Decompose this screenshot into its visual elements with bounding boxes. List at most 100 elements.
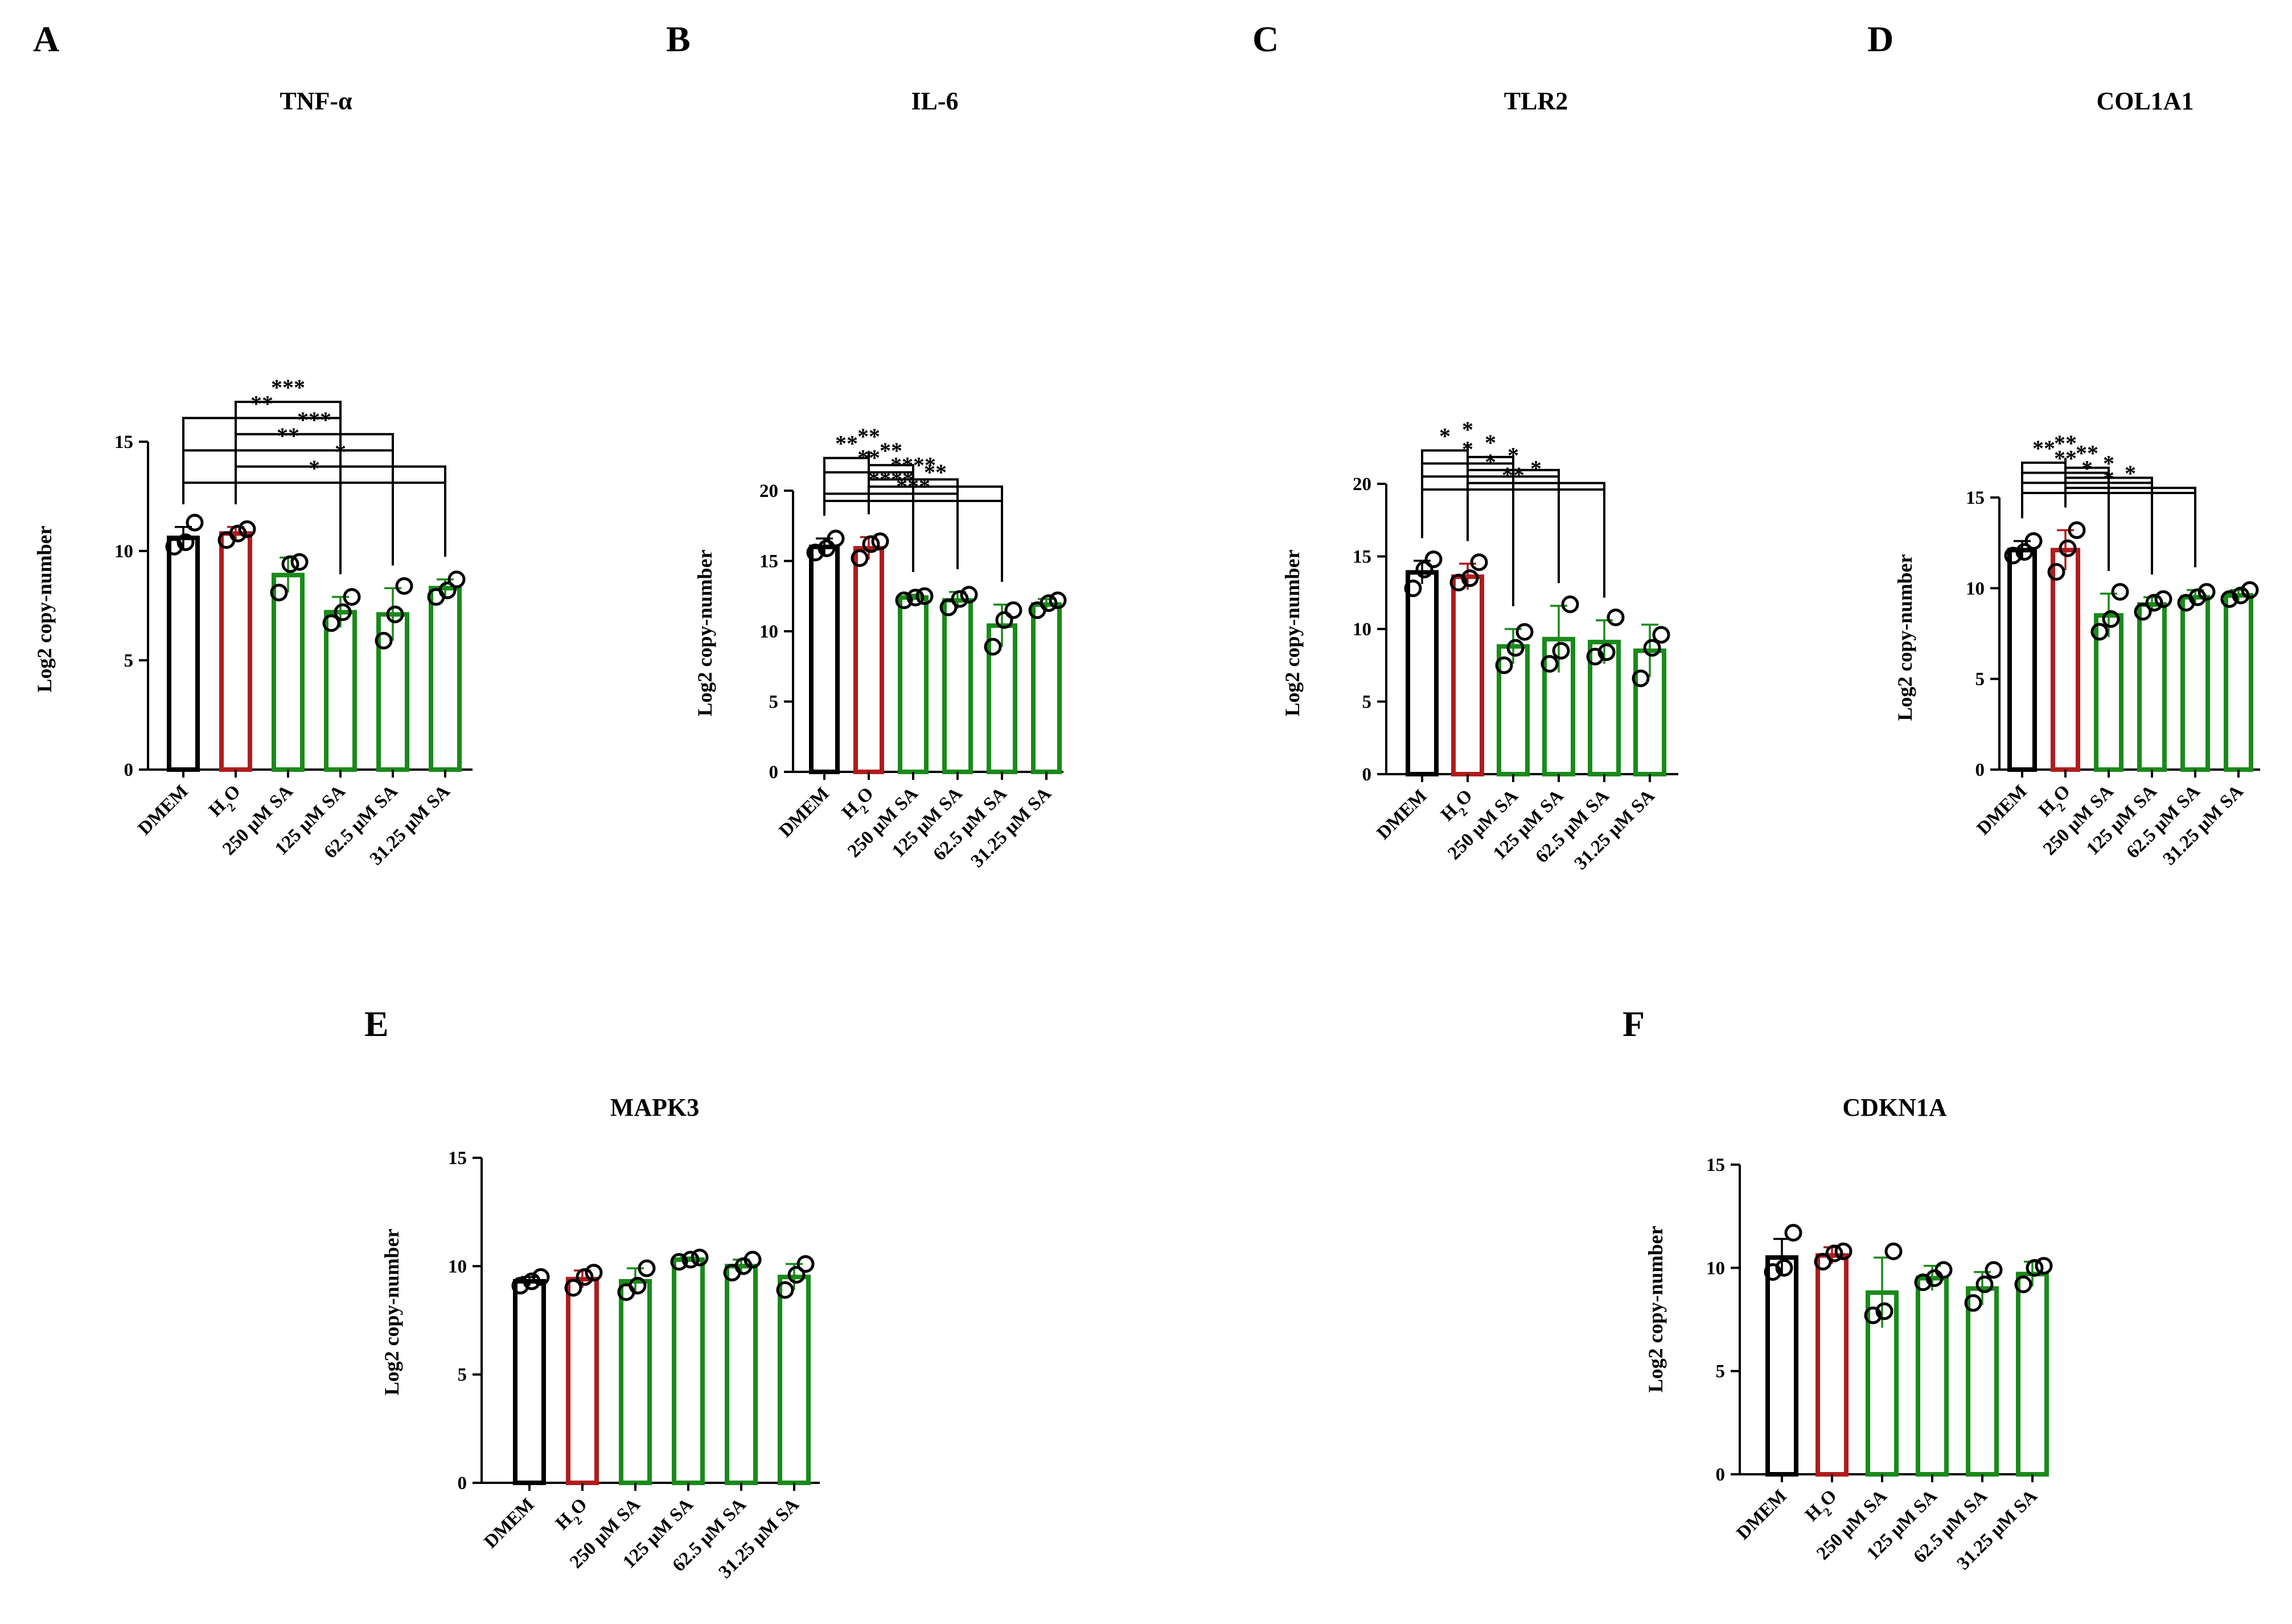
data-point [1775,1259,1793,1277]
x-tick-label: DMEM [1973,781,2031,839]
significance-bracket [2021,482,2153,575]
data-point [2111,583,2129,601]
data-point [1607,609,1625,627]
significance-label: ** [2054,446,2077,471]
data-point [915,587,934,605]
data-point [2004,546,2022,565]
bar-5 [725,1264,758,1485]
data-point [1586,647,1604,665]
data-point [796,1255,815,1273]
significance-bracket [2021,492,2196,568]
significance-label: *** [271,375,305,400]
chart-title: TNF-α [280,87,352,115]
bar-1 [513,1278,546,1485]
x-tick-label: H2O [552,1494,595,1537]
data-point [1784,1224,1802,1242]
data-point [585,1264,603,1282]
significance-label: ** [835,431,858,457]
significance-label: ** [857,445,880,471]
bar-6 [1031,602,1062,774]
data-point [2145,594,2163,612]
y-tick-label: 15 [1353,547,1371,568]
data-point [386,605,404,623]
data-point [862,535,880,553]
data-point [906,589,925,607]
bar-2 [219,531,252,772]
data-point [2068,521,2086,539]
significance-label: * [1485,449,1496,475]
x-tick-label: H2O [205,781,248,824]
bar-4 [672,1257,705,1485]
data-point [776,1281,794,1299]
y-tick-label: 10 [1706,1258,1725,1278]
significance-label: ** [924,459,947,485]
significance-label: * [2081,455,2093,481]
x-tick-label: DMEM [775,783,833,841]
data-point [1597,643,1616,661]
data-point [744,1251,762,1269]
x-tick-label: 31.25 µM SA [1571,786,1659,874]
bar-1 [1765,1255,1798,1477]
panel-letter: C [1252,19,1279,59]
data-point [2232,586,2250,605]
data-point [2102,610,2120,628]
data-point [806,544,824,562]
data-point [1864,1306,1882,1325]
data-point [1875,1302,1893,1320]
data-point [1004,601,1022,619]
data-point [691,1248,709,1267]
data-point [1814,1252,1832,1271]
significance-bracket [235,433,394,566]
bar-3 [272,573,305,772]
data-point [1652,626,1670,644]
data-point [1415,560,1433,578]
significance-bracket [823,492,959,569]
data-point [1934,1261,1953,1279]
bar-2 [1815,1253,1849,1477]
panel-letter: D [1867,19,1893,59]
y-axis-label: Log2 copy-number [380,1228,403,1395]
significance-bracket [182,482,446,557]
y-tick-label: 15 [1966,488,1985,508]
data-point [1040,594,1058,612]
data-point [1964,1294,1982,1312]
data-point [1424,550,1443,569]
bar-3 [898,595,929,774]
data-point [895,591,913,610]
significance-bracket [182,449,394,566]
y-tick-label: 5 [1716,1362,1726,1382]
data-point [827,529,845,548]
data-point [1914,1273,1932,1292]
data-point [951,590,969,608]
significance-label: * [1485,430,1496,455]
bar-1 [2007,548,2037,772]
data-point [818,539,836,557]
data-point [2059,539,2077,557]
x-tick-label: DMEM [480,1494,539,1552]
data-point [1541,655,1559,673]
y-tick-label: 0 [1362,764,1372,785]
significance-label: ** [857,424,880,449]
panel-letter: A [33,19,59,59]
significance-label: * [1462,417,1473,442]
y-tick-label: 0 [458,1473,467,1494]
data-point [1461,569,1479,587]
bar-1 [1406,570,1439,776]
data-point [2188,588,2207,606]
data-point [186,513,204,532]
bar-6 [2224,593,2253,772]
data-point [2024,532,2043,550]
data-point [2035,1257,2053,1275]
data-point [523,1272,541,1290]
significance-bracket [823,500,1003,582]
data-point [564,1278,582,1297]
data-point [670,1253,688,1271]
data-point [438,581,457,599]
data-point [2014,1275,2032,1293]
data-point [1495,656,1513,675]
data-point [1561,595,1579,614]
y-tick-label: 10 [759,622,778,642]
y-tick-label: 15 [759,552,778,572]
x-tick-label: DMEM [1373,786,1431,844]
